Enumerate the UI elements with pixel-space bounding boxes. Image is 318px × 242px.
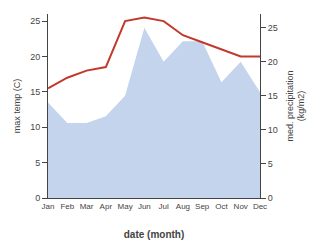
svg-text:Aug: Aug [176,202,190,211]
svg-text:max temp (C): max temp (C) [12,79,22,134]
svg-text:15: 15 [30,87,40,97]
svg-text:10: 10 [268,125,278,135]
svg-text:20: 20 [30,52,40,62]
svg-text:5: 5 [268,159,273,169]
svg-text:0: 0 [35,193,40,203]
svg-text:10: 10 [30,122,40,132]
svg-text:20: 20 [268,57,278,67]
svg-text:Sep: Sep [195,202,210,211]
svg-text:Mar: Mar [80,202,94,211]
svg-text:Nov: Nov [234,202,248,211]
svg-text:med. precipitation(kg/m2): med. precipitation(kg/m2) [285,70,307,141]
svg-text:25: 25 [268,23,278,33]
svg-text:0: 0 [268,193,273,203]
svg-text:25: 25 [30,16,40,26]
svg-text:Jan: Jan [42,202,55,211]
svg-text:May: May [118,202,133,211]
svg-text:5: 5 [35,158,40,168]
svg-text:Jun: Jun [138,202,151,211]
svg-text:Dec: Dec [253,202,267,211]
svg-text:15: 15 [268,91,278,101]
svg-text:Apr: Apr [100,202,113,211]
svg-text:Jul: Jul [159,202,169,211]
svg-text:Feb: Feb [60,202,74,211]
svg-text:date (month): date (month) [124,229,185,240]
svg-text:Oct: Oct [215,202,228,211]
